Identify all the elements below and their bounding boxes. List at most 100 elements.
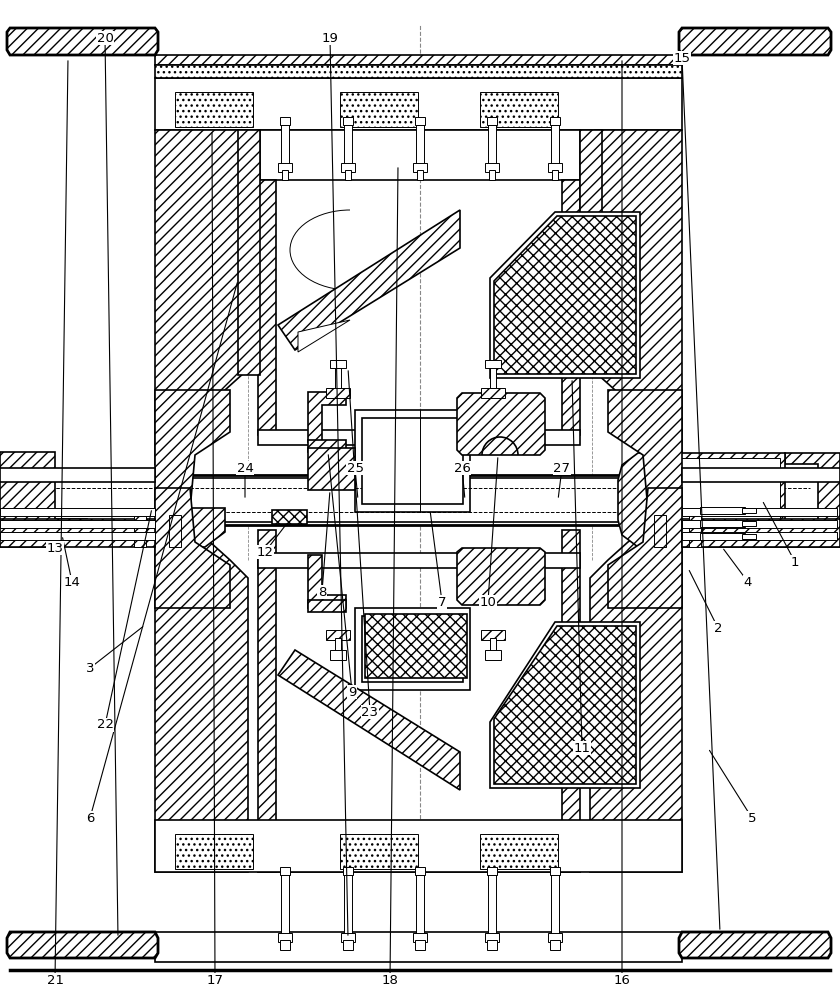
Bar: [326, 388, 350, 398]
Bar: [169, 515, 181, 547]
Polygon shape: [155, 528, 248, 872]
Bar: [0, 519, 155, 547]
Bar: [281, 872, 289, 937]
Text: 14: 14: [64, 576, 81, 588]
Bar: [562, 530, 580, 872]
Bar: [335, 638, 341, 652]
Bar: [689, 515, 701, 547]
Polygon shape: [155, 130, 245, 465]
Bar: [548, 163, 562, 172]
Bar: [485, 650, 501, 660]
Text: 15: 15: [674, 51, 690, 64]
Polygon shape: [457, 393, 545, 455]
Polygon shape: [675, 453, 785, 547]
Bar: [490, 638, 496, 652]
Bar: [682, 508, 837, 516]
Bar: [682, 520, 837, 528]
Polygon shape: [155, 55, 682, 65]
Bar: [340, 834, 418, 869]
Polygon shape: [7, 28, 158, 55]
Polygon shape: [595, 130, 682, 465]
Bar: [742, 508, 756, 513]
Polygon shape: [298, 320, 350, 352]
Bar: [343, 867, 353, 875]
Bar: [654, 515, 666, 547]
Bar: [0, 532, 155, 540]
Bar: [272, 510, 307, 524]
Text: 7: 7: [438, 595, 446, 608]
Bar: [416, 123, 424, 165]
Polygon shape: [155, 390, 230, 510]
Bar: [551, 872, 559, 937]
Text: 1: 1: [790, 556, 799, 568]
Text: 6: 6: [86, 812, 94, 824]
Polygon shape: [494, 626, 636, 784]
Bar: [413, 933, 427, 942]
Bar: [416, 872, 424, 937]
Bar: [280, 940, 290, 950]
Bar: [0, 452, 55, 547]
Bar: [282, 170, 288, 180]
Bar: [415, 117, 425, 125]
Text: 23: 23: [361, 706, 379, 718]
Bar: [258, 553, 580, 568]
Bar: [55, 519, 87, 537]
Polygon shape: [490, 212, 640, 378]
Bar: [330, 360, 346, 368]
Text: 9: 9: [348, 686, 356, 698]
Bar: [330, 650, 346, 660]
Polygon shape: [155, 65, 682, 78]
Bar: [340, 92, 418, 127]
Polygon shape: [308, 392, 346, 442]
Bar: [134, 515, 146, 547]
Bar: [238, 130, 260, 375]
Bar: [489, 170, 495, 180]
Bar: [0, 475, 840, 525]
Bar: [415, 940, 425, 950]
Polygon shape: [308, 448, 355, 490]
Bar: [485, 163, 499, 172]
Polygon shape: [278, 210, 460, 350]
Bar: [308, 440, 346, 452]
Bar: [175, 834, 253, 869]
Text: 4: 4: [743, 576, 752, 588]
Bar: [175, 92, 253, 127]
Bar: [487, 867, 497, 875]
Polygon shape: [457, 548, 545, 605]
Bar: [481, 630, 505, 640]
Text: 19: 19: [322, 31, 339, 44]
Text: 20: 20: [97, 31, 113, 44]
Polygon shape: [308, 555, 346, 608]
Polygon shape: [278, 650, 460, 790]
Bar: [488, 123, 496, 165]
Bar: [362, 418, 463, 504]
Bar: [362, 616, 463, 682]
Bar: [278, 933, 292, 942]
Bar: [742, 521, 756, 526]
Bar: [742, 534, 756, 539]
Bar: [487, 117, 497, 125]
Bar: [335, 366, 341, 388]
Bar: [345, 170, 351, 180]
Bar: [682, 519, 840, 547]
Polygon shape: [490, 622, 640, 788]
Text: 8: 8: [318, 585, 326, 598]
Bar: [550, 117, 560, 125]
Text: 22: 22: [97, 718, 113, 732]
Bar: [551, 123, 559, 165]
Text: 24: 24: [237, 462, 254, 475]
Polygon shape: [608, 390, 682, 510]
Text: 27: 27: [554, 462, 570, 475]
Polygon shape: [7, 932, 158, 958]
Bar: [260, 130, 580, 180]
Bar: [343, 117, 353, 125]
Text: 12: 12: [256, 546, 274, 558]
Bar: [281, 123, 289, 165]
Polygon shape: [679, 28, 831, 55]
Bar: [488, 872, 496, 937]
Bar: [490, 366, 496, 388]
Text: 17: 17: [207, 974, 223, 986]
Bar: [155, 820, 682, 872]
Polygon shape: [590, 528, 682, 872]
Polygon shape: [785, 453, 840, 547]
